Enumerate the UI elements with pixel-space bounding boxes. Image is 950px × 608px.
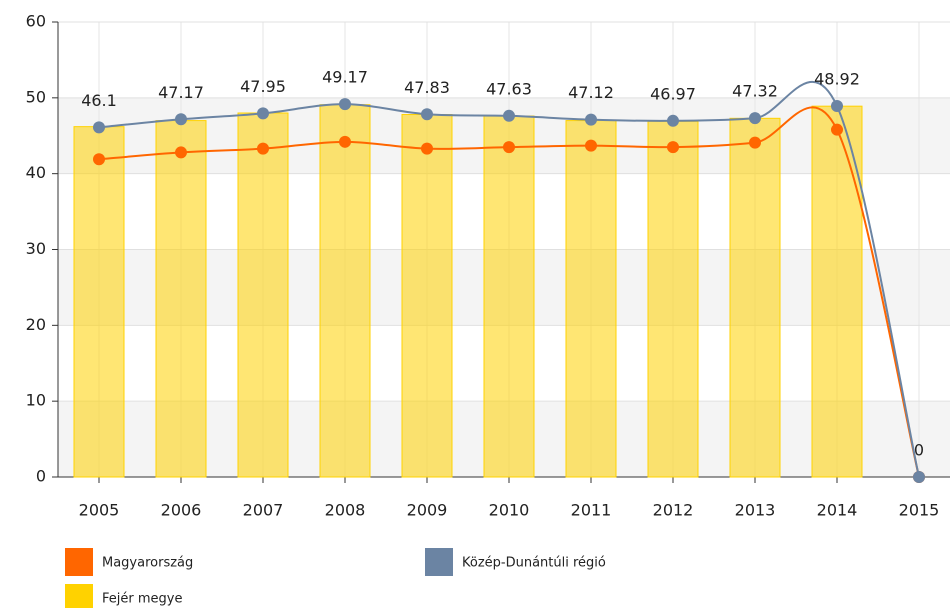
point [93, 153, 105, 166]
data-label: 46.1 [81, 91, 117, 110]
y-tick-label: 20 [26, 315, 46, 334]
point [913, 471, 925, 483]
data-label: 47.12 [568, 83, 614, 102]
y-tick-label: 0 [36, 467, 46, 486]
bar [401, 114, 453, 478]
y-tick-label: 40 [26, 163, 46, 182]
point [749, 136, 761, 149]
point [93, 121, 105, 134]
bar [73, 126, 125, 478]
bar [237, 112, 289, 478]
x-tick-label: 2012 [653, 501, 694, 520]
bar [155, 120, 207, 478]
x-tick-label: 2013 [735, 501, 776, 520]
y-tick-label: 50 [26, 87, 46, 106]
point [175, 113, 187, 126]
data-label: 47.32 [732, 82, 778, 101]
bar [319, 104, 371, 478]
point [831, 100, 843, 113]
point [339, 135, 351, 148]
point [667, 114, 679, 127]
y-tick-label: 10 [26, 391, 46, 410]
point [339, 98, 351, 111]
data-label: 47.17 [158, 83, 204, 102]
point [421, 142, 433, 155]
point [257, 142, 269, 155]
x-tick-label: 2009 [407, 501, 448, 520]
legend-swatch [425, 548, 453, 576]
y-tick-label: 60 [26, 12, 46, 31]
point [257, 107, 269, 120]
legend-swatch [65, 548, 93, 576]
point [175, 146, 187, 159]
bar [729, 117, 781, 478]
point [667, 141, 679, 154]
legend-label: Fejér megye [102, 592, 182, 607]
data-label: 46.97 [650, 84, 696, 103]
point [831, 123, 843, 136]
x-tick-label: 2015 [899, 501, 940, 520]
x-tick-label: 2007 [243, 501, 284, 520]
bar [647, 120, 699, 478]
data-label: 0 [914, 441, 924, 460]
x-tick-label: 2010 [489, 501, 530, 520]
data-label: 49.17 [322, 68, 368, 87]
point [585, 139, 597, 152]
point [421, 108, 433, 121]
data-label: 47.95 [240, 77, 286, 96]
data-label: 48.92 [814, 70, 860, 89]
point [503, 109, 515, 122]
legend-label: Magyarország [102, 556, 193, 571]
y-tick-label: 30 [26, 239, 46, 258]
bar [811, 105, 863, 478]
point [503, 141, 515, 154]
x-tick-label: 2005 [79, 501, 120, 520]
legend-swatch [65, 584, 93, 608]
bar [565, 120, 617, 478]
data-label: 47.63 [486, 79, 532, 98]
point [585, 113, 597, 126]
legend-label: Közép-Dunántúli régió [462, 556, 606, 571]
point [749, 112, 761, 125]
x-tick-label: 2011 [571, 501, 612, 520]
x-tick-label: 2014 [817, 501, 858, 520]
x-tick-label: 2008 [325, 501, 366, 520]
x-tick-label: 2006 [161, 501, 202, 520]
bar [483, 115, 535, 478]
data-label: 47.83 [404, 78, 450, 97]
